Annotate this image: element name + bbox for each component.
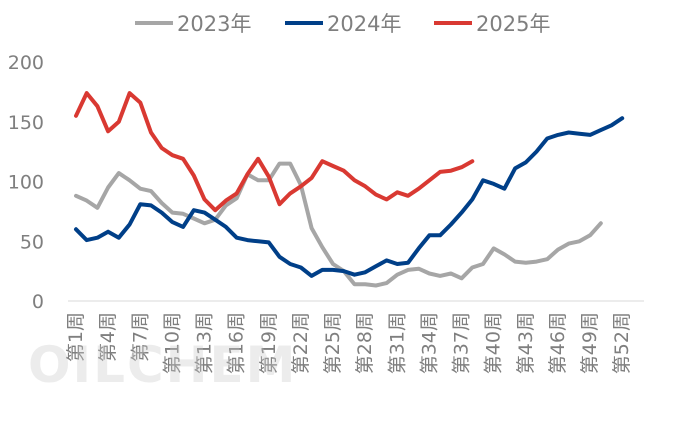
- y-axis: 0 50 100 150 200: [8, 52, 44, 313]
- x-tick-label: 第43周: [515, 312, 537, 374]
- x-tick-label: 第40周: [483, 312, 505, 374]
- y-tick-label: 150: [8, 112, 44, 134]
- x-tick-label: 第4周: [97, 312, 119, 362]
- x-tick-label: 第28周: [354, 312, 376, 374]
- x-tick-label: 第19周: [258, 312, 280, 374]
- series-line-1: [74, 116, 625, 278]
- legend: 2023年 2024年 2025年: [135, 12, 550, 36]
- y-tick-label: 50: [20, 231, 44, 253]
- x-tick-label: 第31周: [386, 312, 408, 374]
- x-tick-label: 第1周: [65, 312, 87, 362]
- legend-label: 2023年: [177, 12, 251, 36]
- x-tick-label: 第25周: [322, 312, 344, 374]
- legend-label: 2024年: [327, 12, 401, 36]
- x-tick-label: 第34周: [418, 312, 440, 374]
- y-tick-label: 100: [8, 172, 44, 194]
- series-line-0: [74, 161, 603, 288]
- x-axis: 第1周 第4周 第7周 第10周 第13周 第16周 第19周 第22周 第25周 第28周 第31…: [65, 312, 633, 374]
- x-tick-label: 第7周: [129, 312, 151, 362]
- series-group: [74, 91, 625, 288]
- x-tick-label: 第16周: [226, 312, 248, 374]
- x-tick-label: 第22周: [290, 312, 312, 374]
- series-line-2: [74, 91, 475, 213]
- x-tick-label: 第46周: [547, 312, 569, 374]
- y-tick-label: 0: [32, 291, 44, 313]
- legend-label: 2025年: [476, 12, 550, 36]
- x-tick-label: 第49周: [579, 312, 601, 374]
- x-tick-label: 第13周: [194, 312, 216, 374]
- y-tick-label: 200: [8, 52, 44, 74]
- x-tick-label: 第52周: [611, 312, 633, 374]
- x-tick-label: 第10周: [161, 312, 183, 374]
- x-tick-label: 第37周: [451, 312, 473, 374]
